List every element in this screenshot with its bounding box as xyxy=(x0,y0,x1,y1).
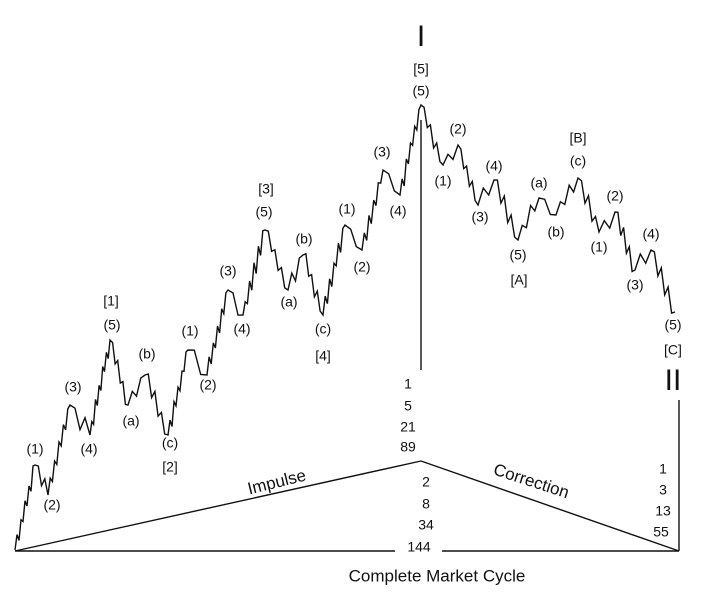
correction-line xyxy=(420,460,680,552)
wave-label: (2) xyxy=(449,121,466,137)
fib-count: 89 xyxy=(400,439,416,455)
wave-label: [4] xyxy=(315,348,331,364)
wave-label: (2) xyxy=(43,497,60,513)
wave-label: (4) xyxy=(233,321,250,337)
wave-label: (3) xyxy=(219,263,236,279)
wave-label: [B] xyxy=(569,130,586,146)
wave-label: (1) xyxy=(590,239,607,255)
wave-label: (4) xyxy=(80,441,97,457)
wave-label: [3] xyxy=(258,181,274,197)
wave-label: (1) xyxy=(434,173,451,189)
wave-label: (c) xyxy=(315,321,331,337)
fib-count: 34 xyxy=(418,517,434,533)
wave-label: (b) xyxy=(138,346,155,362)
wave-label: [1] xyxy=(103,293,119,309)
wave-label: (5) xyxy=(255,204,272,220)
wave-label: (3) xyxy=(626,277,643,293)
fib-count: 1 xyxy=(404,376,412,392)
fib-count: 144 xyxy=(407,539,431,555)
fib-count: 3 xyxy=(659,482,667,498)
wave-label: (5) xyxy=(664,317,681,333)
wave-label: [5] xyxy=(413,61,429,77)
wave-label: (4) xyxy=(485,158,502,174)
wave-label: (3) xyxy=(471,209,488,225)
wave-label: (4) xyxy=(389,203,406,219)
wave-label: (1) xyxy=(26,441,43,457)
wave-label: [C] xyxy=(664,342,682,358)
end-label: II xyxy=(665,364,682,397)
fib-count: 5 xyxy=(404,398,412,414)
impulse-line xyxy=(14,460,422,552)
wave-label: (5) xyxy=(412,83,429,99)
wave-label: (a) xyxy=(280,294,297,310)
wave-label: (a) xyxy=(530,175,547,191)
fib-count: 21 xyxy=(400,419,416,435)
wave-label: (2) xyxy=(199,377,216,393)
wave-label: (5) xyxy=(103,317,120,333)
fib-count: 1 xyxy=(659,461,667,477)
wave-label: [2] xyxy=(162,459,178,475)
wave-label: (1) xyxy=(338,201,355,217)
wave-label: (b) xyxy=(295,231,312,247)
wave-label: (c) xyxy=(570,153,586,169)
wave-label: (3) xyxy=(373,144,390,160)
wave-label: (c) xyxy=(162,435,178,451)
fib-count: 55 xyxy=(653,524,669,540)
wave-label: (b) xyxy=(547,224,564,240)
wave-label: (2) xyxy=(353,259,370,275)
wave-label: [A] xyxy=(510,272,527,288)
wave-label: (2) xyxy=(606,188,623,204)
wave-label: (4) xyxy=(642,226,659,242)
fib-count: 2 xyxy=(422,474,430,490)
wave-path xyxy=(14,103,676,551)
caption: Complete Market Cycle xyxy=(349,566,526,585)
wave-label: (a) xyxy=(122,413,139,429)
wave-label: (5) xyxy=(509,247,526,263)
correction-axis: Correction xyxy=(491,460,571,502)
peak-label: I xyxy=(417,20,425,53)
wave-label: (3) xyxy=(64,379,81,395)
fib-count: 8 xyxy=(422,496,430,512)
wave-label: (1) xyxy=(181,323,198,339)
fib-count: 13 xyxy=(655,503,671,519)
